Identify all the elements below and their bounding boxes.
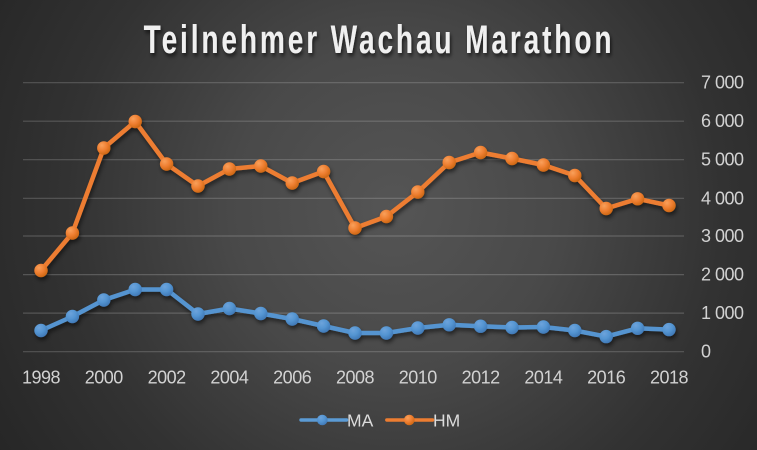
svg-text:2010: 2010 <box>399 368 438 388</box>
svg-text:1 000: 1 000 <box>701 303 744 323</box>
svg-text:Teilnehmer Wachau Marathon: Teilnehmer Wachau Marathon <box>144 18 615 62</box>
svg-text:HM: HM <box>433 410 460 430</box>
svg-text:0: 0 <box>701 342 711 362</box>
svg-text:2000: 2000 <box>85 368 124 388</box>
svg-text:7 000: 7 000 <box>701 73 744 93</box>
svg-text:2002: 2002 <box>148 368 187 388</box>
svg-text:6 000: 6 000 <box>701 111 744 131</box>
svg-text:4 000: 4 000 <box>701 188 744 208</box>
svg-text:1998: 1998 <box>22 368 61 388</box>
svg-text:5 000: 5 000 <box>701 150 744 170</box>
svg-text:MA: MA <box>347 410 374 430</box>
svg-text:2016: 2016 <box>587 368 626 388</box>
svg-text:3 000: 3 000 <box>701 226 744 246</box>
svg-text:2008: 2008 <box>336 368 375 388</box>
svg-text:2004: 2004 <box>210 368 249 388</box>
svg-text:2 000: 2 000 <box>701 265 744 285</box>
svg-text:2018: 2018 <box>650 368 689 388</box>
svg-text:2014: 2014 <box>524 368 563 388</box>
svg-text:2006: 2006 <box>273 368 312 388</box>
svg-text:2012: 2012 <box>462 368 501 388</box>
